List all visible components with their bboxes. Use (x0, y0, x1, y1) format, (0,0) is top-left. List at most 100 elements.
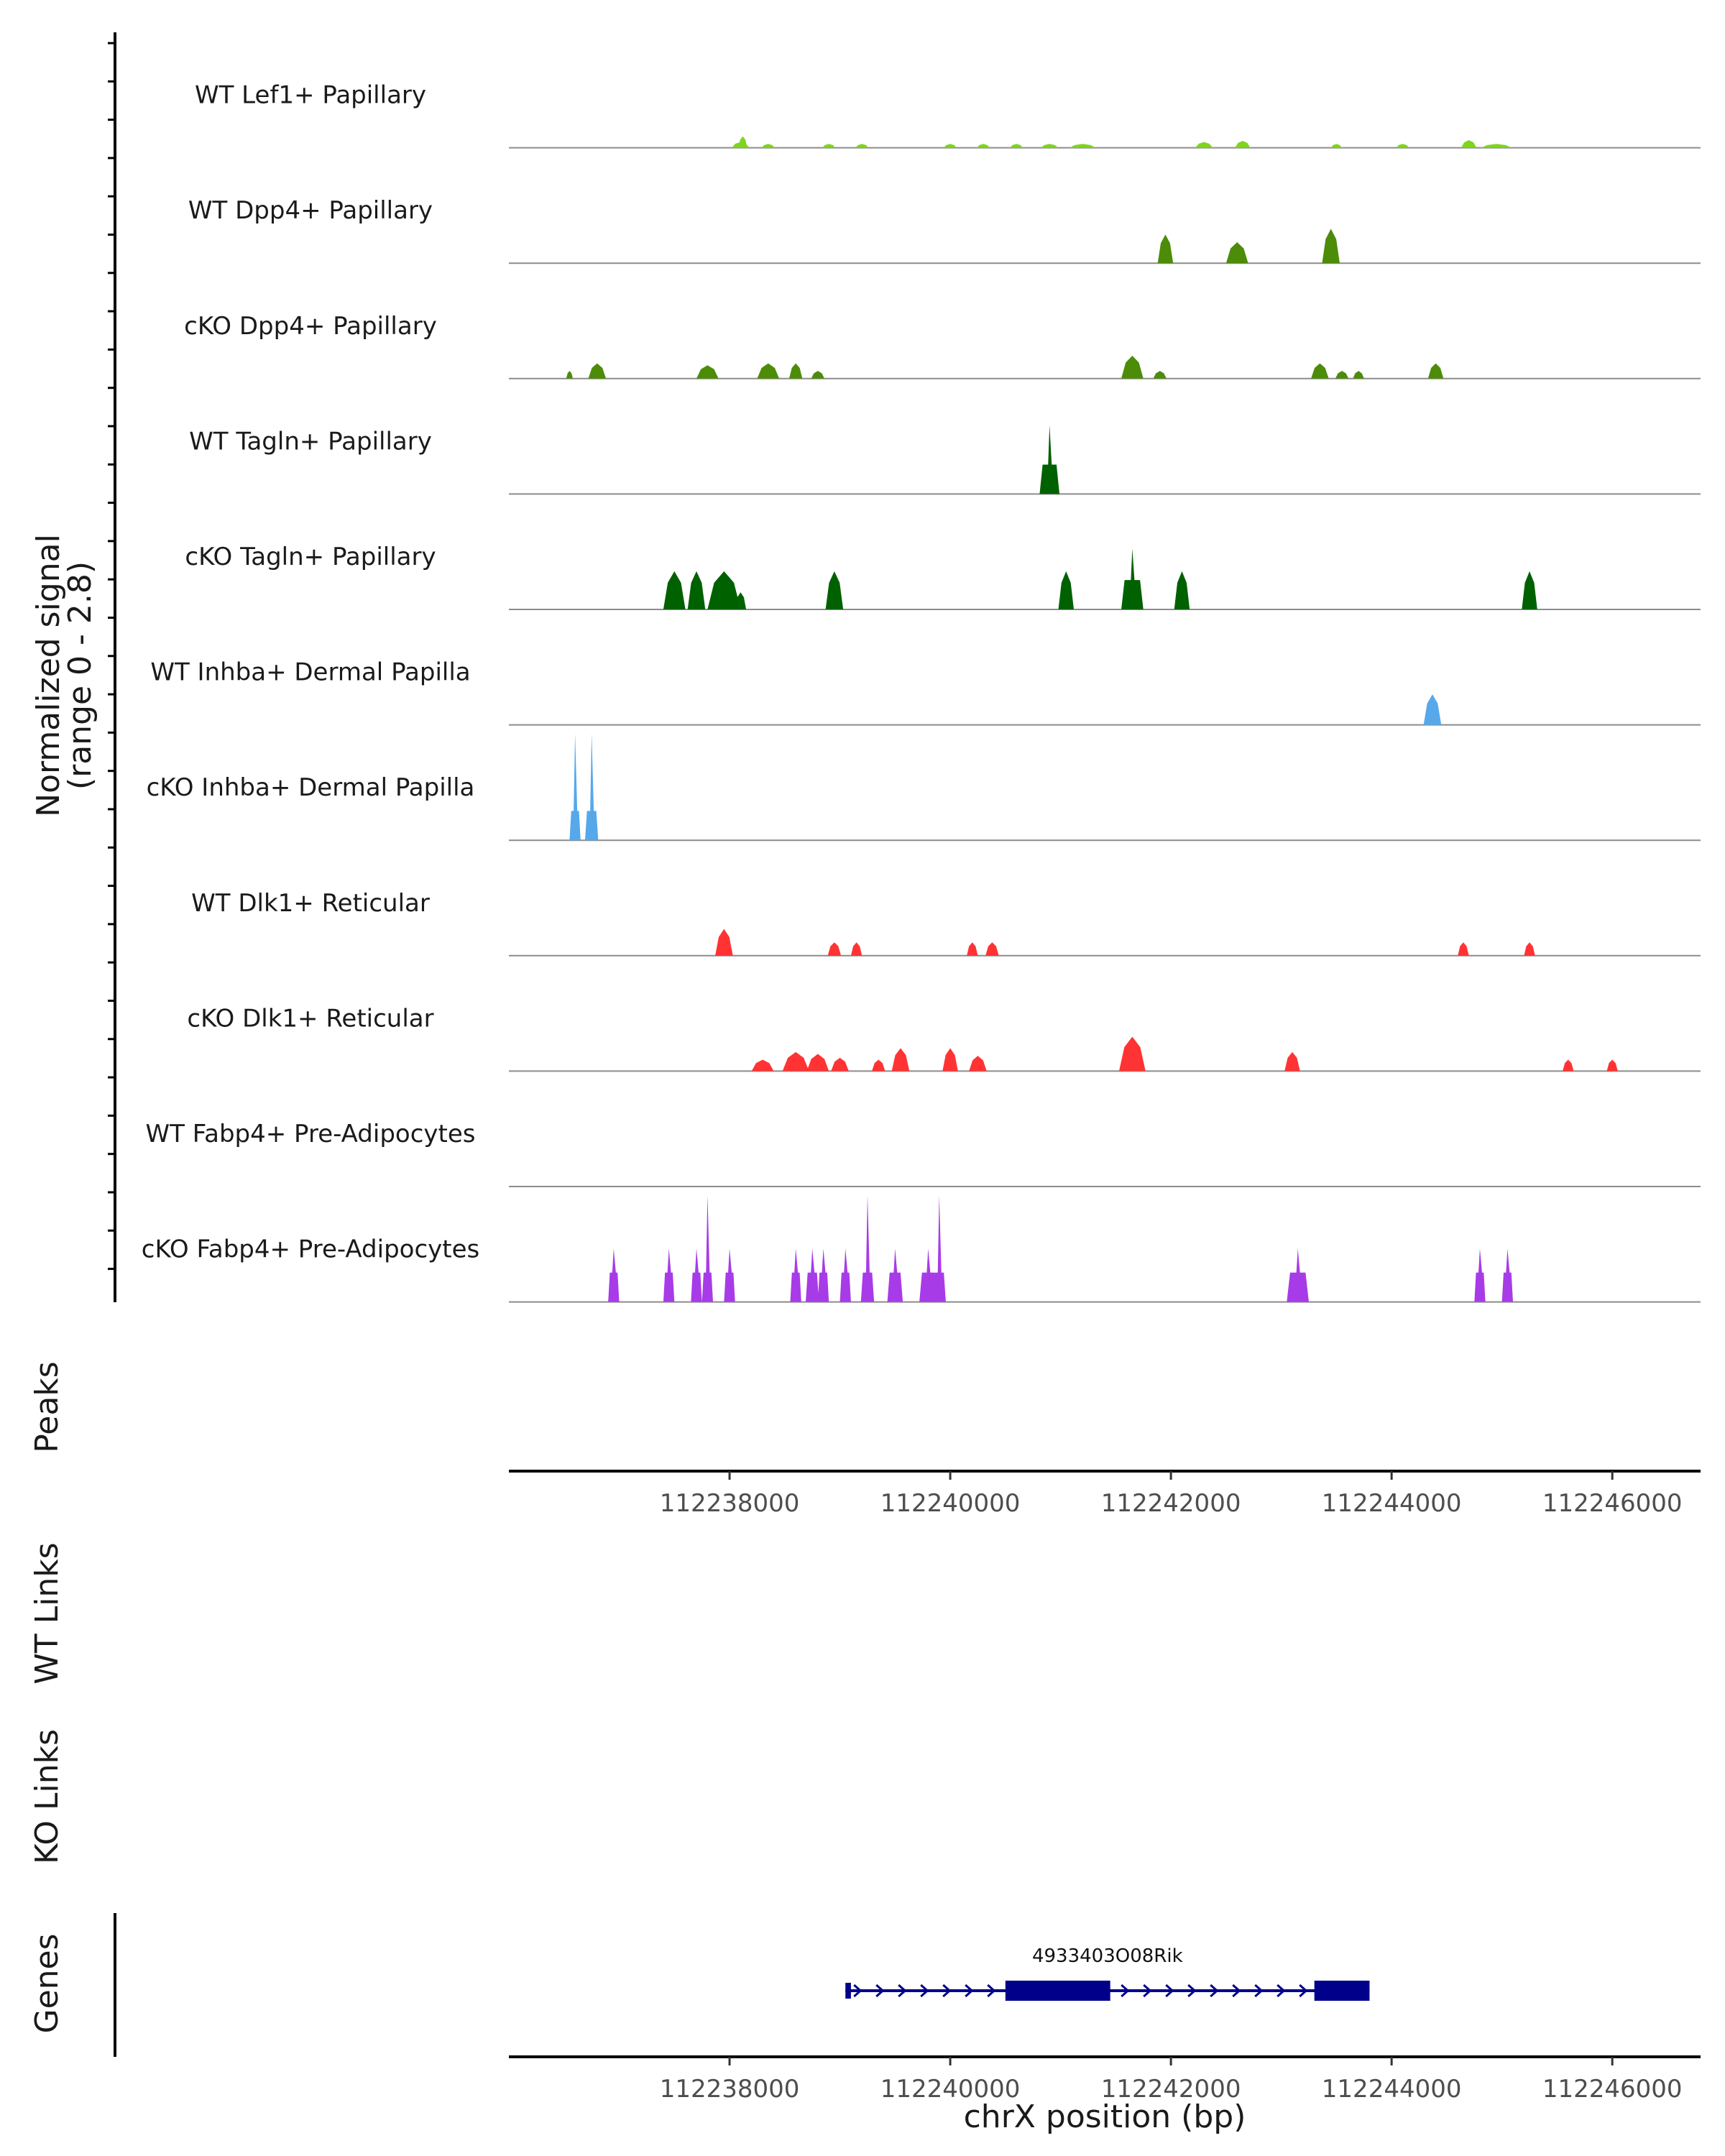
x-tick-label: 112246000 (1542, 2075, 1683, 2104)
signal-peak (817, 1248, 829, 1302)
signal-peak (788, 363, 803, 379)
track-label: WT Dlk1+ Reticular (191, 889, 430, 918)
strand-arrow-icon (1232, 1984, 1241, 1998)
signal-peak (569, 733, 581, 841)
track-label: cKO Fabp4+ Pre-Adipocytes (142, 1235, 480, 1264)
signal-peak (735, 592, 747, 609)
strand-arrow-icon (853, 1984, 862, 1998)
signal-peak (943, 144, 957, 148)
signal-peak (707, 571, 741, 609)
signal-peak (825, 571, 844, 609)
signal-peak (1353, 371, 1364, 379)
signal-peak (1522, 571, 1537, 609)
track: WT Dpp4+ Papillary (188, 196, 1701, 264)
track: WT Lef1+ Papillary (195, 81, 1701, 149)
signal-peak (1235, 141, 1251, 148)
signal-peak (969, 1056, 987, 1072)
signal-peak (1606, 1059, 1618, 1072)
signal-peak (942, 1048, 958, 1072)
signal-peak (1287, 1248, 1310, 1302)
strand-arrow-icon (1165, 1984, 1174, 1998)
track-label: cKO Dpp4+ Papillary (184, 312, 437, 341)
signal-peak (702, 1195, 714, 1302)
signal-peak (1330, 144, 1343, 148)
signal-peak (822, 144, 836, 148)
signal-peak (761, 144, 775, 148)
signal-peak (696, 365, 719, 379)
signal-peak (1335, 371, 1349, 379)
coverage-y-ticks (108, 42, 115, 1271)
track: cKO Tagln+ Papillary (185, 543, 1701, 610)
strand-arrow-icon (1299, 1984, 1308, 1998)
signal-peak (782, 1051, 809, 1072)
genes-x-ticks: 112238000 112240000 112242000 112244000 1122… (660, 2057, 1683, 2104)
signal-peak (976, 144, 990, 148)
y-axis-title-line1: Normalized signal (30, 534, 67, 817)
strand-arrow-icon (1210, 1984, 1219, 1998)
track-label: WT Inhba+ Dermal Papilla (150, 658, 470, 687)
track-label: cKO Tagln+ Papillary (185, 543, 436, 571)
signal-peak (1121, 548, 1144, 609)
signal-peak (1501, 1248, 1514, 1302)
signal-peak (738, 136, 748, 148)
strand-arrow-icon (1254, 1984, 1264, 1998)
signal-peak (1460, 139, 1477, 148)
signal-peak (831, 1057, 849, 1072)
signal-peak (860, 1195, 875, 1302)
track: WT Fabp4+ Pre-Adipocytes (146, 1120, 1701, 1187)
x-tick-label: 112244000 (1322, 1489, 1462, 1518)
signal-peak (663, 571, 686, 609)
signal-peak (827, 942, 842, 956)
signal-peak (1563, 1059, 1574, 1072)
signal-peak (1153, 371, 1167, 379)
signal-peak (1284, 1051, 1300, 1072)
signal-peak (1195, 142, 1213, 148)
signal-peak (967, 942, 978, 956)
signal-peak (584, 733, 599, 841)
signal-peak (757, 363, 780, 379)
signal-peak (687, 571, 706, 609)
x-tick-label: 112246000 (1542, 1489, 1683, 1518)
signal-peak (715, 929, 733, 956)
signal-peak (1423, 694, 1442, 725)
signal-peak (1458, 942, 1469, 956)
signal-peak (855, 144, 869, 148)
signal-peak (1311, 363, 1329, 379)
signal-peak (1040, 144, 1059, 148)
signal-peak (872, 1059, 886, 1072)
x-axis-title: chrX position (bp) (964, 2099, 1246, 2135)
signal-peak (608, 1248, 620, 1302)
track: cKO Dlk1+ Reticular (187, 1004, 1701, 1072)
strand-arrow-icon (942, 1984, 952, 1998)
x-tick-label: 112240000 (880, 2075, 1021, 2104)
track-label: cKO Inhba+ Dermal Papilla (147, 773, 475, 802)
signal-peak (891, 1048, 910, 1072)
track: WT Tagln+ Papillary (189, 425, 1701, 495)
strand-arrow-icon (898, 1984, 907, 1998)
signal-peak (1058, 571, 1075, 609)
signal-peak (1069, 144, 1096, 148)
signal-peak (790, 1248, 801, 1302)
track-label: cKO Dlk1+ Reticular (187, 1004, 433, 1033)
signal-peak (1009, 144, 1024, 148)
signal-peak (1225, 242, 1248, 264)
signal-peak (805, 1248, 819, 1302)
signal-peak (1118, 1036, 1146, 1072)
strand-arrow-icon (875, 1984, 885, 1998)
strand-arrow-icon (987, 1984, 996, 1998)
strand-arrow-icon (920, 1984, 929, 1998)
track: cKO Inhba+ Dermal Papilla (147, 733, 1701, 842)
signal-peak (1474, 1248, 1486, 1302)
track-label: WT Tagln+ Papillary (189, 427, 432, 456)
peaks-x-ticks: 112238000 112240000 112242000 112244000 1122… (660, 1471, 1683, 1518)
track: cKO Fabp4+ Pre-Adipocytes (142, 1195, 1701, 1303)
strand-arrow-icon (1276, 1984, 1286, 1998)
signal-peak (724, 1248, 735, 1302)
gene-exon (845, 1983, 851, 1999)
signal-peak (1039, 425, 1060, 494)
signal-peak (1322, 229, 1340, 264)
ko-links-section-label: KO Links (29, 1729, 65, 1864)
signal-peak (932, 1195, 946, 1302)
signal-peak (588, 363, 607, 379)
